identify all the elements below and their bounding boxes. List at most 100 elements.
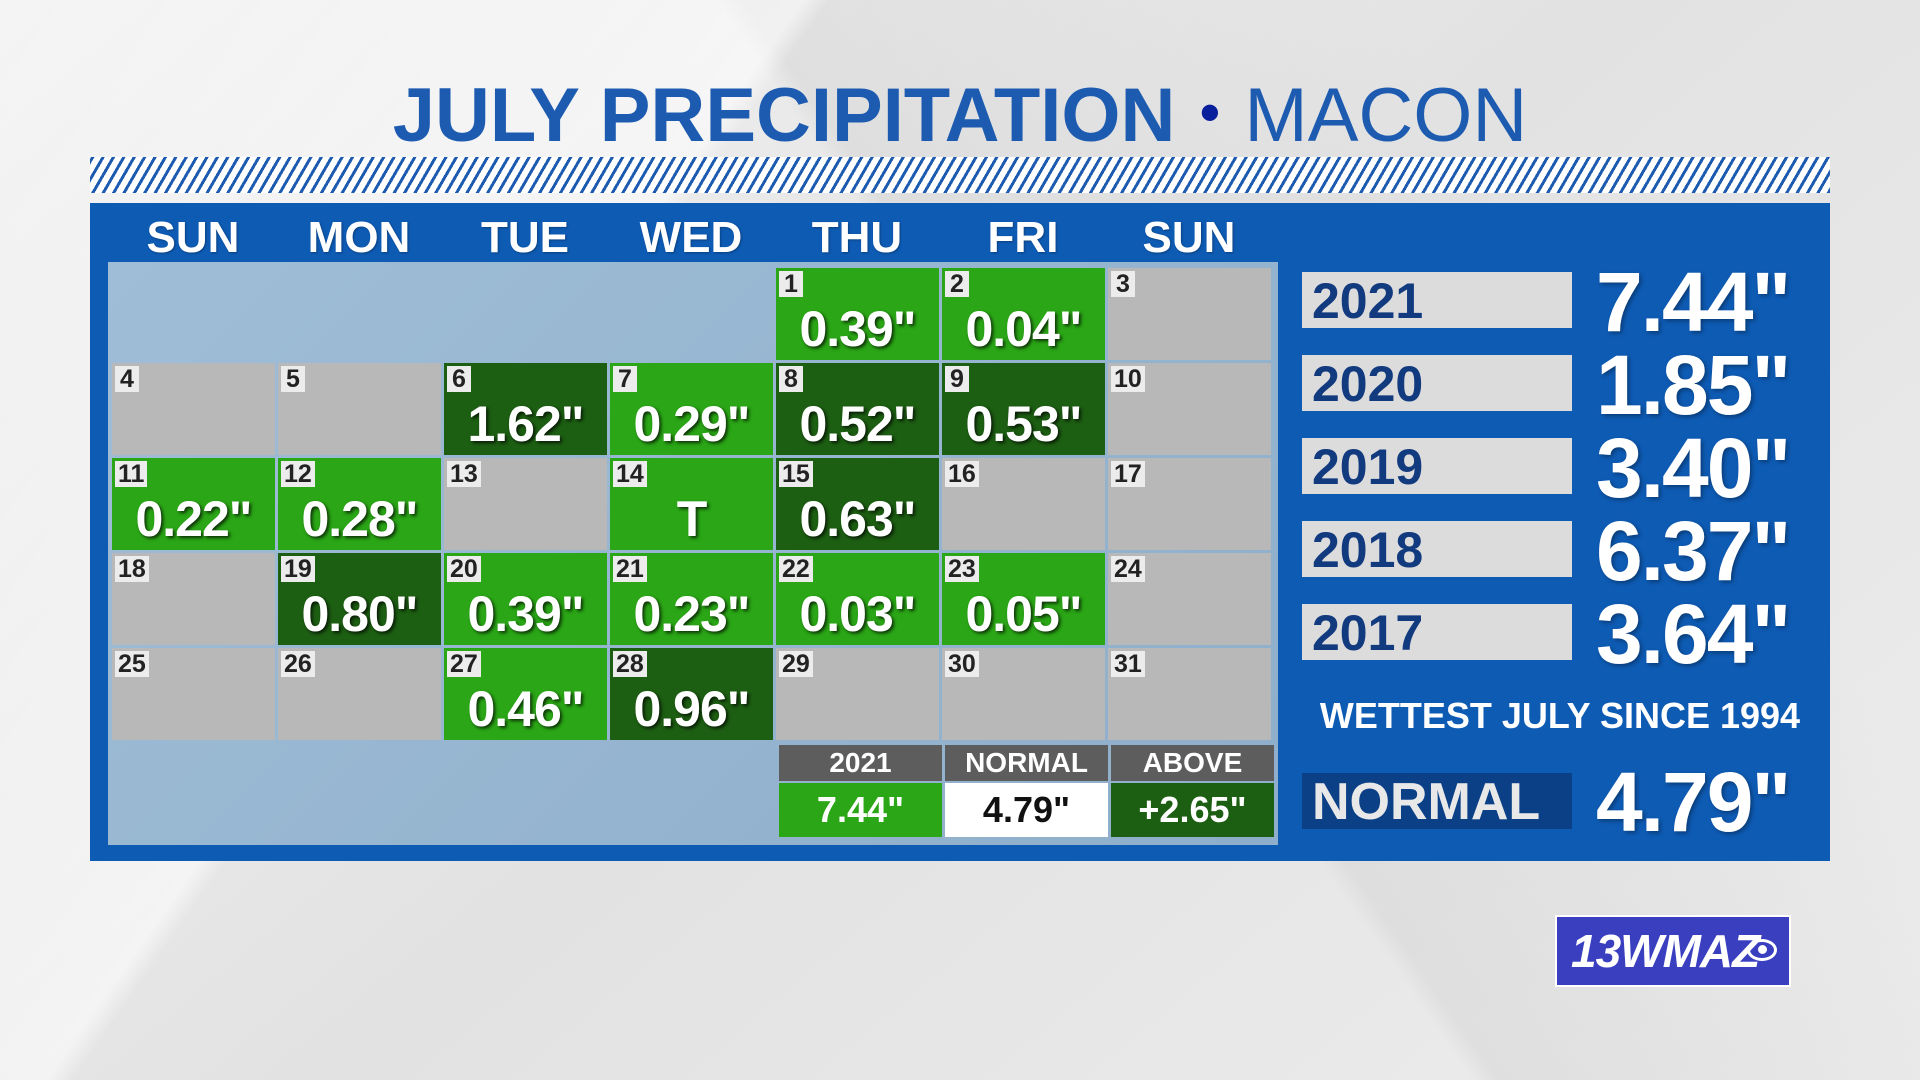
calendar-day-cell: 26 xyxy=(278,648,441,740)
day-number: 12 xyxy=(281,461,315,487)
day-header: TUE xyxy=(481,213,569,262)
precip-value: 0.22" xyxy=(135,491,252,547)
calendar-day-cell: 30 xyxy=(942,648,1105,740)
calendar-day-cell: 4 xyxy=(112,363,275,455)
day-number: 29 xyxy=(779,651,813,677)
precip-value: 0.46" xyxy=(467,681,584,737)
summary-header-normal: NORMAL xyxy=(945,745,1108,781)
calendar-day-cell: 25 xyxy=(112,648,275,740)
year-value: 6.37" xyxy=(1596,504,1791,598)
year-label: 2021 xyxy=(1302,272,1572,329)
page-title: JULY PRECIPITATION • MACON xyxy=(0,68,1920,158)
title-location: MACON xyxy=(1244,73,1528,158)
day-number: 6 xyxy=(447,366,471,392)
precip-value: 0.96" xyxy=(633,681,750,737)
wettest-note: WETTEST JULY SINCE 1994 xyxy=(1319,695,1801,736)
precip-value: 0.52" xyxy=(799,396,916,452)
day-number: 20 xyxy=(447,556,481,582)
calendar-day-cell: 11 0.22" xyxy=(112,458,275,550)
day-number: 22 xyxy=(779,556,813,582)
year-label: 2018 xyxy=(1302,521,1572,578)
summary-value-above: +2.65" xyxy=(1111,783,1274,837)
calendar-day-cell: 29 xyxy=(776,648,939,740)
day-number: 9 xyxy=(945,366,969,392)
hatch-stripe xyxy=(90,157,1830,193)
cbs-eye-icon xyxy=(1747,939,1777,961)
day-number: 17 xyxy=(1111,461,1145,487)
calendar-day-cell: 27 0.46" xyxy=(444,648,607,740)
precip-value: 0.23" xyxy=(633,586,750,642)
day-number: 24 xyxy=(1111,556,1145,582)
calendar-day-cell: 20 0.39" xyxy=(444,553,607,645)
year-value: 7.44" xyxy=(1596,255,1791,349)
calendar-day-cell: 3 xyxy=(1108,268,1271,360)
year-label: 2019 xyxy=(1302,438,1572,495)
calendar-day-cell: 28 0.96" xyxy=(610,648,773,740)
day-number: 5 xyxy=(281,366,305,392)
precip-value: 0.28" xyxy=(301,491,418,547)
calendar-day-cell: 6 1.62" xyxy=(444,363,607,455)
day-number: 2 xyxy=(945,271,969,297)
calendar-day-cell: 12 0.28" xyxy=(278,458,441,550)
precip-value: T xyxy=(676,491,708,547)
precip-value: 0.39" xyxy=(799,301,916,357)
day-header: SUN xyxy=(146,213,240,262)
year-label: 2017 xyxy=(1302,604,1572,661)
day-number: 19 xyxy=(281,556,315,582)
day-number: 30 xyxy=(945,651,979,677)
day-number: 27 xyxy=(447,651,481,677)
day-number: 21 xyxy=(613,556,647,582)
year-value: 3.40" xyxy=(1596,421,1791,515)
precip-value: 0.80" xyxy=(301,586,418,642)
calendar-day-cell: 21 0.23" xyxy=(610,553,773,645)
day-number: 1 xyxy=(779,271,803,297)
day-number: 23 xyxy=(945,556,979,582)
title-main: JULY PRECIPITATION xyxy=(392,73,1176,158)
summary-value-normal: 4.79" xyxy=(945,783,1108,837)
calendar-day-cell: 7 0.29" xyxy=(610,363,773,455)
summary-value-year: 7.44" xyxy=(779,783,942,837)
day-number: 14 xyxy=(613,461,647,487)
day-number: 7 xyxy=(613,366,637,392)
day-number: 3 xyxy=(1111,271,1135,297)
precip-value: 0.05" xyxy=(965,586,1082,642)
precip-value: 0.39" xyxy=(467,586,584,642)
calendar-day-cell: 24 xyxy=(1108,553,1271,645)
logo-text: 13WMAZ xyxy=(1571,925,1760,977)
day-header: FRI xyxy=(987,213,1059,262)
calendar-day-cell: 16 xyxy=(942,458,1105,550)
day-number: 16 xyxy=(945,461,979,487)
day-number: 18 xyxy=(115,556,149,582)
calendar-day-cell: 17 xyxy=(1108,458,1271,550)
precip-value: 1.62" xyxy=(467,396,584,452)
day-number: 13 xyxy=(447,461,481,487)
day-headers: SUN MON TUE WED THU FRI SUN xyxy=(110,210,1276,266)
summary-header-above: ABOVE xyxy=(1111,745,1274,781)
calendar-day-cell: 23 0.05" xyxy=(942,553,1105,645)
day-header: THU xyxy=(811,213,903,262)
day-header: SUN xyxy=(1142,213,1236,262)
year-label: 2020 xyxy=(1302,355,1572,412)
day-number: 31 xyxy=(1111,651,1145,677)
normal-label: NORMAL xyxy=(1302,773,1572,831)
station-logo: 13WMAZ xyxy=(1555,915,1791,987)
day-number: 25 xyxy=(115,651,149,677)
calendar-day-cell: 2 0.04" xyxy=(942,268,1105,360)
day-number: 8 xyxy=(779,366,803,392)
calendar-day-cell: 19 0.80" xyxy=(278,553,441,645)
precip-value: 0.03" xyxy=(799,586,916,642)
summary-header-year: 2021 xyxy=(779,745,942,781)
calendar-day-cell: 1 0.39" xyxy=(776,268,939,360)
calendar-day-cell: 22 0.03" xyxy=(776,553,939,645)
calendar-day-cell: 9 0.53" xyxy=(942,363,1105,455)
precip-value: 0.53" xyxy=(965,396,1082,452)
year-value: 3.64" xyxy=(1596,587,1791,681)
calendar-day-cell: 10 xyxy=(1108,363,1271,455)
calendar-day-cell: 14 T xyxy=(610,458,773,550)
calendar-day-cell: 15 0.63" xyxy=(776,458,939,550)
day-number: 10 xyxy=(1111,366,1145,392)
calendar-day-cell: 13 xyxy=(444,458,607,550)
precip-value: 0.29" xyxy=(633,396,750,452)
day-number: 26 xyxy=(281,651,315,677)
day-number: 4 xyxy=(115,366,139,392)
